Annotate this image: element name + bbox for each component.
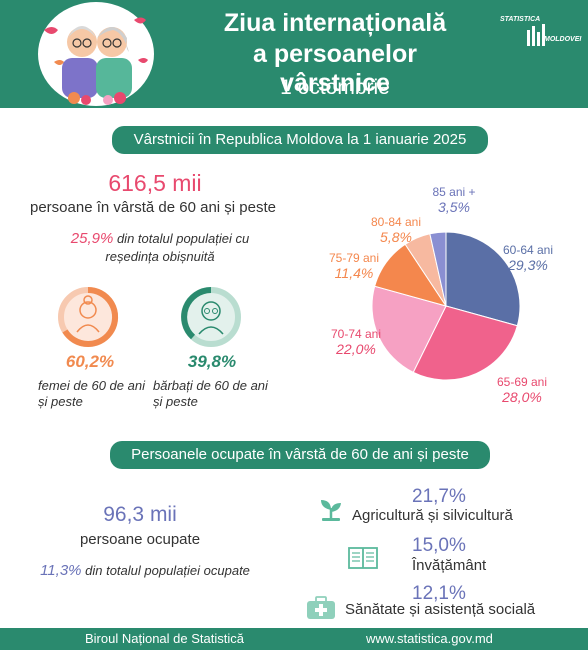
pie-value-label: 22,0% (335, 341, 376, 357)
pie-value-label: 3,5% (438, 199, 470, 215)
man-icon (181, 287, 241, 347)
elderly-couple-illustration (38, 2, 154, 106)
sector-pct-health: 12,1% (412, 583, 466, 604)
plant-icon (321, 500, 341, 521)
sector-name-education: Învățământ (412, 557, 487, 574)
sector-pct-education: 15,0% (412, 535, 466, 556)
elderly-share-line: 25,9% din totalul populației cu reședinț… (20, 230, 300, 266)
elderly-share-value: 25,9% (70, 230, 114, 247)
pie-value-label: 28,0% (501, 389, 542, 405)
pie-slice-60-64-ani (445, 231, 521, 327)
logo-text-moldovei: MOLDOVEI (544, 36, 582, 43)
elderly-share-label-1: din totalul populației cu (116, 231, 250, 246)
pie-category-label: 65-69 ani (497, 375, 547, 389)
event-date: 1 octombrie (280, 76, 390, 99)
pie-category-label: 80-84 ani (371, 215, 421, 229)
header-banner: Ziua internațională a persoanelor vârstn… (0, 0, 588, 108)
logo-text-statistica: STATISTICA (500, 16, 541, 23)
employed-share-line: 11,3% din totalul populației ocupate (10, 562, 280, 579)
logo-bars-icon (527, 24, 545, 46)
footer-bar: Biroul Național de Statistică www.statis… (0, 628, 588, 650)
women-pct: 60,2% (65, 352, 115, 371)
pie-value-label: 11,4% (335, 265, 374, 281)
page-title-line1: Ziua internațională (223, 9, 447, 37)
medical-kit-icon (307, 596, 335, 619)
women-caption-line1: femei de 60 de ani (38, 378, 145, 393)
statistica-moldovei-logo: STATISTICA MOLDOVEI (500, 14, 582, 48)
book-icon (348, 547, 378, 569)
pie-category-label: 85 ani + (432, 185, 475, 199)
section-heading-employed: Persoanele ocupate în vârstă de 60 de an… (110, 441, 490, 469)
section-heading-elderly: Vârstnicii în Republica Moldova la 1 ian… (112, 126, 488, 154)
employed-total-value: 96,3 mii (103, 503, 177, 526)
pie-category-label: 75-79 ani (329, 251, 379, 265)
women-caption: femei de 60 de ani și peste (38, 378, 156, 410)
elderly-share-label-2: reședința obișnuită (105, 249, 215, 264)
men-caption: bărbați de 60 de ani și peste (153, 378, 275, 410)
pie-value-label: 5,8% (380, 229, 412, 245)
pie-slice-65-69-ani (412, 305, 518, 381)
employed-share-value: 11,3% (40, 562, 82, 579)
sector-pct-agriculture: 21,7% (412, 486, 466, 507)
men-caption-line2: și peste (153, 394, 198, 409)
page-title-line2: a persoanelor vârstnice (253, 40, 417, 97)
men-caption-line1: bărbați de 60 de ani (153, 378, 268, 393)
employed-total-label: persoane ocupate (79, 531, 201, 548)
footer-org: Biroul Național de Statistică (85, 631, 244, 646)
pie-category-label: 60-64 ani (503, 243, 553, 257)
sector-name-health: Sănătate și asistență socială (345, 601, 536, 618)
elderly-total-label: persoane în vârstă de 60 ani și peste (30, 199, 276, 216)
pie-slice-85-ani (429, 231, 447, 307)
sector-name-agriculture: Agricultură și silvicultură (352, 507, 513, 524)
elderly-total-value: 616,5 mii (108, 170, 202, 196)
men-pct: 39,8% (187, 352, 237, 371)
pie-value-label: 29,3% (507, 257, 548, 273)
employed-share-label: din totalul populației ocupate (85, 563, 250, 578)
pie-category-label: 70-74 ani (331, 327, 381, 341)
women-caption-line2: și peste (38, 394, 83, 409)
woman-icon (58, 286, 119, 347)
pie-slice-70-74-ani (371, 285, 447, 374)
footer-url[interactable]: www.statistica.gov.md (366, 631, 493, 646)
